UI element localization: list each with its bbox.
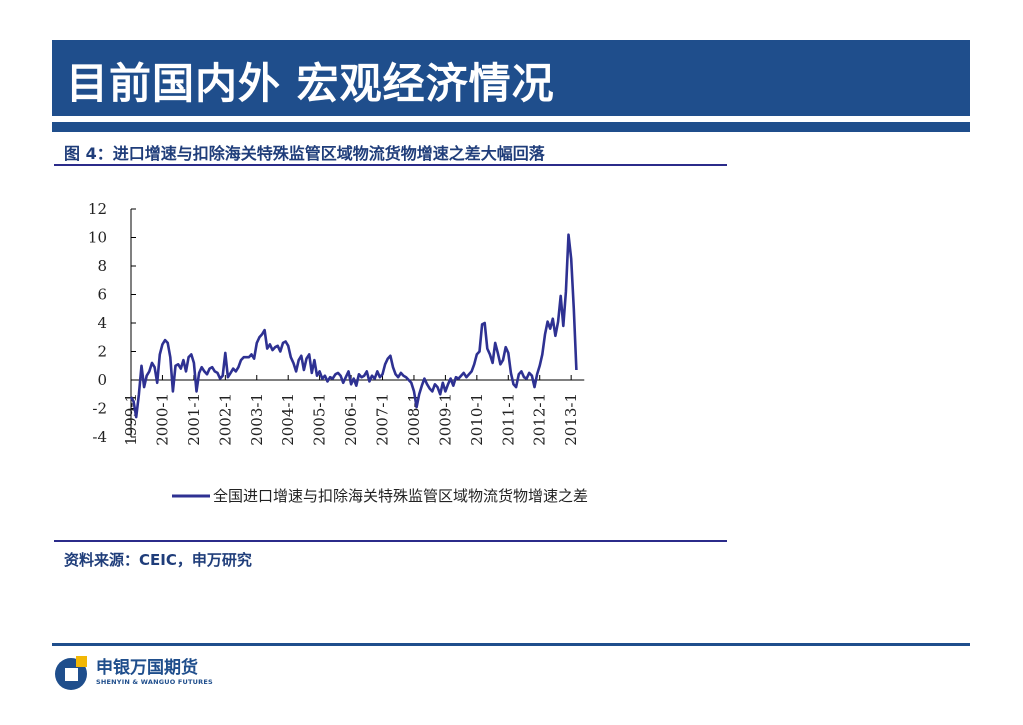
x-tick-label: 2012-1	[531, 393, 549, 446]
x-tick-label: 2007-1	[374, 393, 392, 446]
figure-caption: 图 4：进口增速与扣除海关特殊监管区域物流货物增速之差大幅回落	[64, 144, 545, 163]
x-tick-label: 2010-1	[468, 393, 486, 446]
caption-rule	[54, 164, 727, 166]
x-tick-label: 2002-1	[216, 393, 234, 446]
y-tick-label: -4	[92, 428, 107, 446]
source-rule	[54, 540, 727, 542]
y-tick-label: 6	[97, 286, 107, 304]
x-tick-label: 2006-1	[342, 393, 360, 446]
x-tick-label: 2011-1	[499, 393, 517, 446]
x-tick-label: 2003-1	[248, 393, 266, 446]
x-tick-label: 2000-1	[153, 393, 171, 446]
logo-name: 申银万国期货	[96, 658, 198, 678]
y-tick-label: 10	[88, 229, 107, 247]
footer-rule	[52, 643, 970, 646]
title-underbar	[52, 122, 970, 132]
y-tick-label: 4	[97, 314, 107, 332]
title-bar: 目前国内外 宏观经济情况	[52, 40, 970, 116]
x-tick-label: 2013-1	[562, 393, 580, 446]
source-note: 资料来源：CEIC，申万研究	[64, 551, 252, 569]
legend-label: 全国进口增速与扣除海关特殊监管区域物流货物增速之差	[213, 487, 588, 505]
y-tick-label: -2	[92, 400, 107, 418]
x-tick-label: 2004-1	[279, 393, 297, 446]
logo-mark-icon	[55, 656, 87, 690]
y-tick-label: 8	[97, 257, 107, 275]
y-tick-label: 12	[88, 200, 107, 218]
page-title: 目前国内外 宏观经济情况	[66, 59, 555, 108]
logo-name-en: SHENYIN & WANGUO FUTURES	[96, 678, 213, 686]
x-tick-label: 2005-1	[311, 393, 329, 446]
series-line	[129, 233, 578, 419]
x-tick-label: 2009-1	[436, 393, 454, 446]
x-tick-label: 2001-1	[185, 393, 203, 446]
company-logo: 申银万国期货 SHENYIN & WANGUO FUTURES	[52, 650, 222, 694]
y-tick-label: 2	[97, 343, 107, 361]
y-tick-label: 0	[97, 371, 107, 389]
x-tick-label: 2008-1	[405, 393, 423, 446]
